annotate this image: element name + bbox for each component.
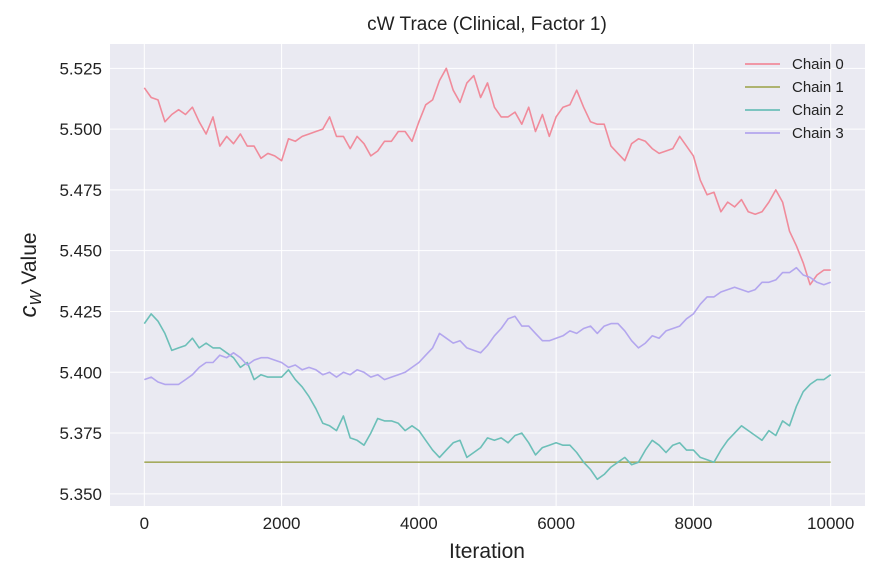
y-tick-label: 5.400 <box>59 363 102 382</box>
legend-label-chain-3: Chain 3 <box>792 125 844 142</box>
x-tick-label: 6000 <box>537 514 575 533</box>
x-tick-label: 2000 <box>263 514 301 533</box>
chart-title: cW Trace (Clinical, Factor 1) <box>367 14 607 35</box>
x-axis-ticks: 0 2000 4000 6000 8000 10000 <box>140 514 855 533</box>
x-axis-label: Iteration <box>449 540 525 563</box>
x-tick-label: 10000 <box>807 514 854 533</box>
y-tick-label: 5.350 <box>59 485 102 504</box>
y-tick-label: 5.425 <box>59 302 102 321</box>
y-axis-label-rest: Value <box>18 232 41 290</box>
legend-label-chain-0: Chain 0 <box>792 56 844 73</box>
series-line-chain-3 <box>144 266 831 386</box>
y-tick-label: 5.375 <box>59 424 102 443</box>
series-layer <box>143 67 832 481</box>
y-tick-label: 5.475 <box>59 181 102 200</box>
y-tick-label: 5.525 <box>59 59 102 78</box>
x-tick-label: 4000 <box>400 514 438 533</box>
series-line-chain-2 <box>143 313 832 481</box>
legend: Chain 0 Chain 1 Chain 2 Chain 3 <box>745 56 844 142</box>
series-line-chain-0 <box>143 67 831 286</box>
legend-label-chain-1: Chain 1 <box>792 79 844 96</box>
y-axis-label-main: c <box>15 306 42 318</box>
y-axis-label-subscript: W <box>28 289 45 306</box>
legend-label-chain-2: Chain 2 <box>792 102 844 119</box>
y-axis-ticks: 5.350 5.375 5.400 5.425 5.450 5.475 5.500 5.525 <box>59 59 102 504</box>
x-tick-label: 0 <box>140 514 149 533</box>
y-tick-label: 5.450 <box>59 242 102 261</box>
y-tick-label: 5.500 <box>59 120 102 139</box>
x-tick-label: 8000 <box>674 514 712 533</box>
plot-area <box>110 44 865 506</box>
y-axis-label: cW Value <box>15 232 45 317</box>
